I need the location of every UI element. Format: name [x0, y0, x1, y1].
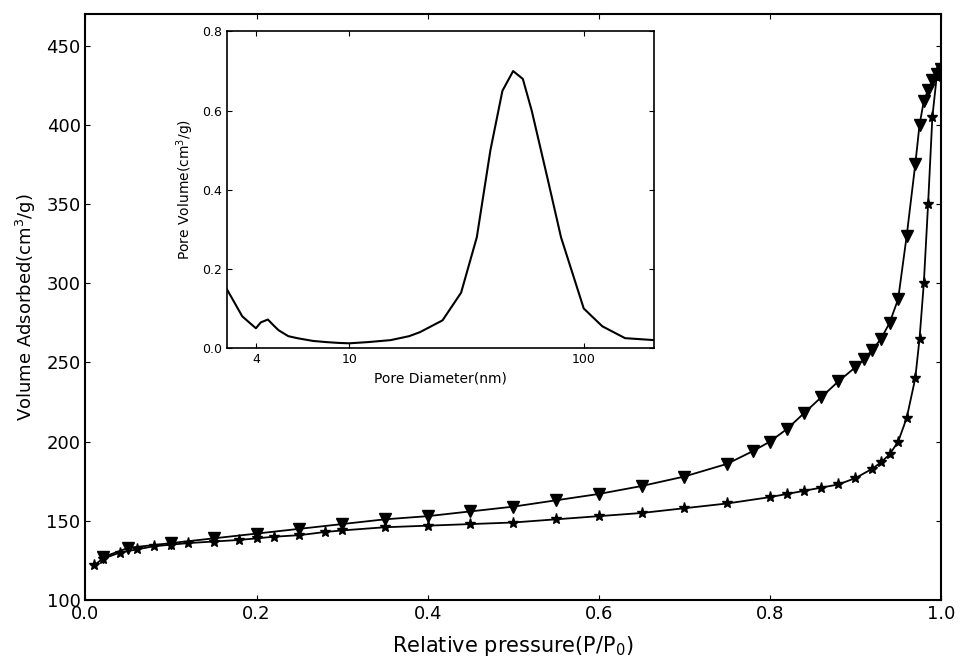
X-axis label: Relative pressure(P/P$_0$): Relative pressure(P/P$_0$) [392, 634, 634, 658]
Y-axis label: Volume Adsorbed(cm$^3$/g): Volume Adsorbed(cm$^3$/g) [14, 194, 38, 421]
